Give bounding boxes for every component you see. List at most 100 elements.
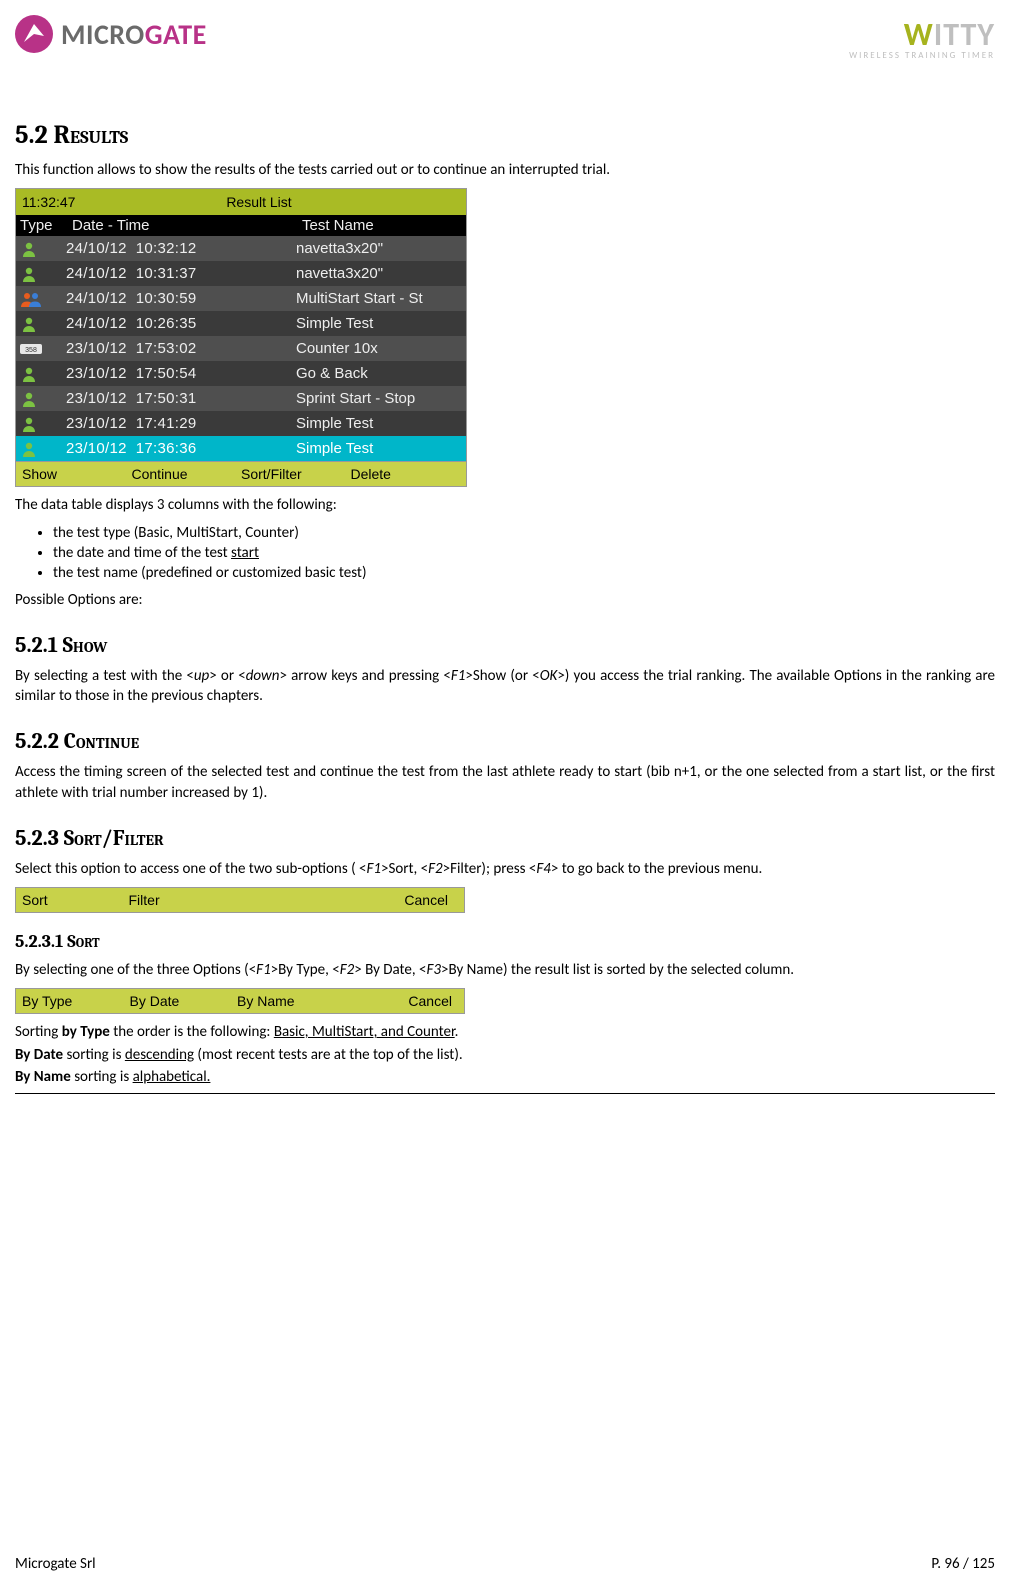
row-datetime: 23/10/12 17:50:54 xyxy=(66,365,296,382)
table-explain: The data table displays 3 columns with t… xyxy=(15,495,995,515)
sort-note-1: Sorting by Type the order is the followi… xyxy=(15,1022,995,1042)
row-datetime: 23/10/12 17:36:36 xyxy=(66,440,296,457)
row-type-icon xyxy=(20,265,66,283)
device-title: Result List xyxy=(52,194,466,210)
col-datetime: Date - Time xyxy=(72,217,302,234)
row-type-icon xyxy=(20,415,66,433)
row-datetime: 24/10/12 10:32:12 xyxy=(66,240,296,257)
row-type-icon xyxy=(20,240,66,258)
row-testname: Simple Test xyxy=(296,440,462,457)
table-row[interactable]: 23/10/12 17:41:29Simple Test xyxy=(16,411,466,436)
sortfilter-paragraph: Select this option to access one of the … xyxy=(15,859,995,879)
witty-itty: ITTY xyxy=(934,15,995,54)
witty-subtitle: WIRELESS TRAINING TIMER xyxy=(849,50,995,61)
sort-paragraph: By selecting one of the three Options (<… xyxy=(15,960,995,980)
table-row[interactable]: 23/10/12 17:50:54Go & Back xyxy=(16,361,466,386)
row-testname: Go & Back xyxy=(296,365,462,382)
possible-options: Possible Options are: xyxy=(15,590,995,610)
section-title: Results xyxy=(53,120,128,150)
bar-cancel2[interactable]: Cancel xyxy=(345,993,459,1009)
bar-sort[interactable]: Sort xyxy=(22,892,129,908)
subsection-number: 5.2.1 xyxy=(15,632,63,658)
row-datetime: 24/10/12 10:31:37 xyxy=(66,265,296,282)
witty-logo: WITTY WIRELESS TRAINING TIMER xyxy=(849,15,995,61)
bar-bytype[interactable]: By Type xyxy=(22,993,130,1009)
section-5-2-2-heading: 5.2.2 Continue xyxy=(15,728,995,754)
section-5-2-1-heading: 5.2.1 Show xyxy=(15,632,995,658)
subsection-title: Sort/Filter xyxy=(64,825,164,851)
row-testname: Counter 10x xyxy=(296,340,462,357)
row-testname: navetta3x20" xyxy=(296,265,462,282)
sort-note-3: By Name sorting is alphabetical. xyxy=(15,1067,995,1087)
row-datetime: 24/10/12 10:30:59 xyxy=(66,290,296,307)
bar-cancel[interactable]: Cancel xyxy=(342,892,459,908)
col-testname: Test Name xyxy=(302,217,462,234)
device-rows: 24/10/12 10:32:12navetta3x20"24/10/12 10… xyxy=(16,236,466,461)
footer-show[interactable]: Show xyxy=(22,466,132,482)
row-type-icon: 358 xyxy=(20,342,66,356)
footer-pagenum: P. 96 / 125 xyxy=(931,1555,995,1573)
sortfilter-bar: Sort Filter Cancel xyxy=(15,887,465,913)
microgate-logo: MICROGATE xyxy=(15,15,207,53)
bullet-datetime-text: the date and time of the test xyxy=(53,544,231,562)
row-type-icon xyxy=(20,290,66,308)
row-datetime: 24/10/12 10:26:35 xyxy=(66,315,296,332)
row-datetime: 23/10/12 17:50:31 xyxy=(66,390,296,407)
subsection-title: Continue xyxy=(64,728,139,754)
bar-filter[interactable]: Filter xyxy=(129,892,236,908)
subsection-number: 5.2.2 xyxy=(15,728,64,754)
device-footer: Show Continue Sort/Filter Delete xyxy=(16,461,466,486)
table-row[interactable]: 24/10/12 10:31:37navetta3x20" xyxy=(16,261,466,286)
section-number: 5.2 xyxy=(15,120,53,150)
microgate-logo-text: MICROGATE xyxy=(61,17,207,52)
row-datetime: 23/10/12 17:53:02 xyxy=(66,340,296,357)
result-list-screenshot: 11:32:47 Result List Type Date - Time Te… xyxy=(15,188,467,487)
bullet-datetime: the date and time of the test start xyxy=(53,544,995,562)
page-header: MICROGATE WITTY WIRELESS TRAINING TIMER xyxy=(15,15,995,85)
show-paragraph: By selecting a test with the <up> or <do… xyxy=(15,666,995,707)
section-5-2-3-1-heading: 5.2.3.1 Sort xyxy=(15,931,995,952)
section-intro: This function allows to show the results… xyxy=(15,160,995,180)
footer-sortfilter[interactable]: Sort/Filter xyxy=(241,466,351,482)
bullet-type: the test type (Basic, MultiStart, Counte… xyxy=(53,524,995,542)
table-row[interactable]: 24/10/12 10:32:12navetta3x20" xyxy=(16,236,466,261)
table-row[interactable]: 24/10/12 10:30:59MultiStart Start - St xyxy=(16,286,466,311)
row-datetime: 23/10/12 17:41:29 xyxy=(66,415,296,432)
footer-company: Microgate Srl xyxy=(15,1555,96,1573)
table-row[interactable]: 24/10/12 10:26:35Simple Test xyxy=(16,311,466,336)
section-5-2-3-heading: 5.2.3 Sort/Filter xyxy=(15,825,995,851)
col-type: Type xyxy=(20,217,72,234)
table-row[interactable]: 23/10/12 17:36:36Simple Test xyxy=(16,436,466,461)
bar-bydate[interactable]: By Date xyxy=(130,993,238,1009)
table-row[interactable]: 23/10/12 17:50:31Sprint Start - Stop xyxy=(16,386,466,411)
subsubsection-number: 5.2.3.1 xyxy=(15,931,67,952)
subsection-title: Show xyxy=(63,632,108,658)
footer-continue[interactable]: Continue xyxy=(132,466,242,482)
witty-w: W xyxy=(904,15,934,54)
table-row[interactable]: 358 23/10/12 17:53:02Counter 10x xyxy=(16,336,466,361)
sort-note-2: By Date sorting is descending (most rece… xyxy=(15,1045,995,1065)
row-type-icon xyxy=(20,315,66,333)
row-type-icon xyxy=(20,365,66,383)
page-footer: Microgate Srl P. 96 / 125 xyxy=(15,1555,995,1573)
bullet-datetime-start: start xyxy=(231,544,259,562)
row-testname: Sprint Start - Stop xyxy=(296,390,462,407)
column-bullets: the test type (Basic, MultiStart, Counte… xyxy=(53,524,995,582)
bar-byname[interactable]: By Name xyxy=(237,993,345,1009)
footer-rule xyxy=(15,1093,995,1094)
svg-text:358: 358 xyxy=(25,347,37,354)
device-column-headers: Type Date - Time Test Name xyxy=(16,215,466,236)
witty-logo-text: WITTY xyxy=(849,15,995,54)
brand-gate: GATE xyxy=(145,17,207,52)
row-testname: Simple Test xyxy=(296,315,462,332)
device-titlebar: 11:32:47 Result List xyxy=(16,189,466,215)
section-5-2-heading: 5.2 Results xyxy=(15,120,995,150)
microgate-logo-icon xyxy=(15,15,53,53)
row-testname: Simple Test xyxy=(296,415,462,432)
row-testname: MultiStart Start - St xyxy=(296,290,462,307)
row-type-icon xyxy=(20,440,66,458)
footer-delete[interactable]: Delete xyxy=(351,466,461,482)
subsubsection-title: Sort xyxy=(67,931,99,952)
bullet-testname: the test name (predefined or customized … xyxy=(53,564,995,582)
sort-bar: By Type By Date By Name Cancel xyxy=(15,988,465,1014)
